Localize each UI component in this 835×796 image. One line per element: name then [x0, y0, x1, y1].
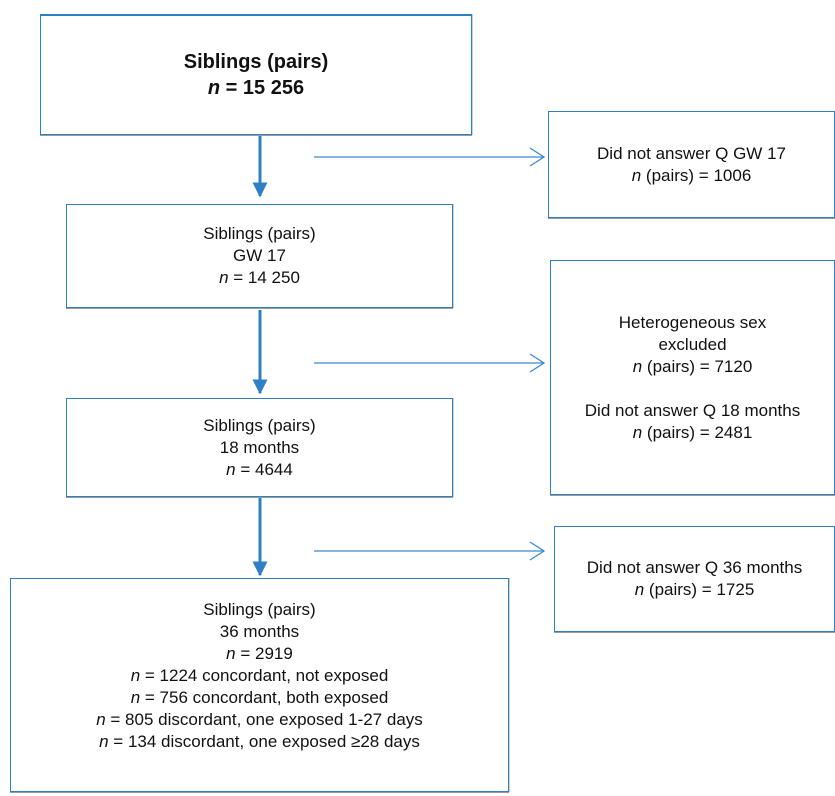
box-siblings-gw17: Siblings (pairs) GW 17 n = 14 250	[66, 204, 453, 308]
exclusion-1-label: Did not answer Q GW 17	[597, 143, 786, 163]
box-36m-row-discordant-1-27: n = 805 discordant, one exposed 1-27 day…	[96, 710, 423, 729]
box-18m-sub: 18 months	[219, 437, 300, 457]
exclusion-1-count: n (pairs) = 1006	[631, 165, 752, 185]
box-36m-title: Siblings (pairs)	[203, 600, 316, 619]
arrow-exclusion-2	[314, 353, 546, 373]
exclusion-2-label-3: Did not answer Q 18 months	[584, 400, 801, 420]
box-start-title: Siblings (pairs)	[183, 51, 329, 73]
box-siblings-18-months: Siblings (pairs) 18 months n = 4644	[66, 398, 453, 497]
box-36m-row-concordant-both-exposed: n = 756 concordant, both exposed	[130, 688, 389, 707]
n-symbol: n	[99, 732, 109, 751]
n-symbol: n	[634, 580, 645, 599]
box-36m-count: n = 2919	[226, 644, 293, 663]
box-36m-sub: 36 months	[219, 622, 300, 641]
exclusion-3-count: n (pairs) = 1725	[634, 580, 755, 599]
box-36m-row-concordant-not-exposed: n = 1224 concordant, not exposed	[130, 666, 389, 685]
exclusion-2-count-1: n (pairs) = 7120	[632, 356, 753, 376]
n-symbol: n	[207, 77, 221, 99]
arrow-exclusion-3	[314, 541, 546, 561]
exclusion-2-count-2: n (pairs) = 2481	[632, 422, 753, 442]
n-symbol: n	[130, 688, 141, 707]
box-gw17-sub: GW 17	[233, 246, 286, 265]
n-symbol: n	[632, 422, 643, 442]
n-symbol: n	[631, 165, 642, 185]
box-18m-title: Siblings (pairs)	[203, 415, 316, 435]
box-36m-row-discordant-28plus: n = 134 discordant, one exposed ≥28 days	[99, 732, 420, 751]
exclusion-2-label-2: excluded	[658, 334, 727, 354]
n-symbol: n	[219, 268, 229, 287]
n-symbol: n	[96, 710, 106, 729]
box-18m-count: n = 4644	[226, 459, 293, 479]
n-symbol: n	[226, 459, 236, 479]
box-exclusion-gw17: Did not answer Q GW 17 n (pairs) = 1006	[548, 111, 835, 218]
arrow-exclusion-1	[314, 147, 546, 167]
n-symbol: n	[226, 644, 236, 663]
box-gw17-count: n = 14 250	[219, 268, 300, 287]
n-symbol: n	[130, 666, 141, 685]
box-siblings-start: Siblings (pairs) n = 15 256	[40, 14, 472, 135]
n-symbol: n	[632, 356, 643, 376]
box-gw17-title: Siblings (pairs)	[203, 224, 316, 243]
exclusion-3-label: Did not answer Q 36 months	[586, 558, 803, 577]
exclusion-2-label-1: Heterogeneous sex	[618, 312, 767, 332]
box-start-count: n = 15 256	[207, 77, 305, 99]
box-exclusion-36-months: Did not answer Q 36 months n (pairs) = 1…	[554, 526, 835, 632]
box-exclusion-18-months: Heterogeneous sex excluded n (pairs) = 7…	[550, 260, 835, 495]
box-siblings-36-months: Siblings (pairs) 36 months n = 2919 n = …	[10, 578, 509, 792]
